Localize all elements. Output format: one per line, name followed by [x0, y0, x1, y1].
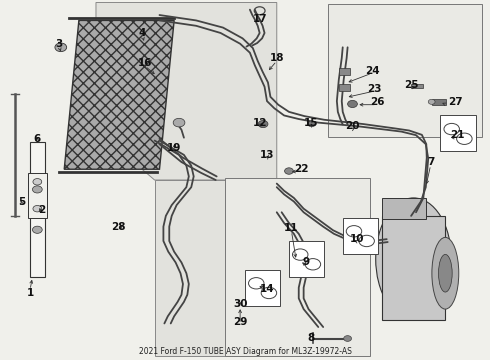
Circle shape [173, 118, 185, 127]
Text: 21: 21 [450, 130, 465, 140]
Circle shape [347, 100, 357, 108]
Text: 16: 16 [138, 58, 152, 68]
Text: 22: 22 [294, 164, 308, 174]
Bar [343, 218, 378, 253]
Text: 19: 19 [167, 143, 181, 153]
Bar [432, 99, 446, 105]
Circle shape [55, 43, 67, 51]
Text: 4: 4 [139, 28, 146, 38]
Text: 17: 17 [252, 14, 267, 24]
Circle shape [33, 206, 42, 212]
Bar [382, 216, 445, 320]
Text: 20: 20 [345, 121, 360, 131]
Circle shape [33, 179, 42, 185]
Circle shape [32, 186, 42, 193]
Text: 24: 24 [365, 66, 379, 76]
Circle shape [258, 121, 268, 128]
Bar [339, 84, 350, 91]
Bar [289, 241, 324, 277]
Text: 25: 25 [404, 80, 418, 90]
Circle shape [343, 336, 351, 341]
Circle shape [32, 226, 42, 233]
Bar [411, 84, 423, 88]
Text: 23: 23 [367, 84, 382, 94]
Text: 1: 1 [26, 288, 34, 298]
Polygon shape [155, 180, 277, 356]
Text: 7: 7 [427, 157, 434, 167]
Polygon shape [64, 21, 174, 169]
Bar [441, 116, 476, 151]
Text: 5: 5 [19, 197, 26, 207]
Bar [27, 173, 47, 218]
Circle shape [308, 121, 316, 127]
Bar [339, 68, 350, 75]
Text: 13: 13 [260, 150, 274, 160]
Text: 28: 28 [111, 222, 125, 231]
Text: 15: 15 [304, 118, 318, 128]
Text: 2: 2 [39, 206, 46, 216]
Polygon shape [96, 3, 277, 180]
Text: 3: 3 [56, 39, 63, 49]
Text: 6: 6 [34, 134, 41, 144]
Bar [30, 142, 45, 277]
Text: 30: 30 [233, 299, 247, 309]
Text: 9: 9 [302, 257, 310, 267]
Text: 12: 12 [252, 118, 267, 128]
Circle shape [428, 99, 435, 104]
Bar [245, 270, 280, 306]
Text: 29: 29 [233, 317, 247, 327]
Bar [382, 198, 426, 220]
Bar [328, 4, 482, 137]
Bar [225, 178, 369, 356]
Ellipse shape [376, 198, 451, 320]
Text: 2021 Ford F-150 TUBE ASY Diagram for ML3Z-19972-AS: 2021 Ford F-150 TUBE ASY Diagram for ML3… [139, 347, 351, 356]
Text: 18: 18 [270, 53, 284, 63]
Text: 10: 10 [350, 234, 365, 244]
Circle shape [285, 168, 294, 174]
Ellipse shape [439, 255, 452, 292]
Text: 14: 14 [260, 284, 274, 294]
Text: 26: 26 [369, 97, 384, 107]
Ellipse shape [432, 237, 459, 309]
Text: 8: 8 [307, 333, 315, 343]
Text: 11: 11 [284, 224, 299, 233]
Text: 27: 27 [448, 97, 463, 107]
